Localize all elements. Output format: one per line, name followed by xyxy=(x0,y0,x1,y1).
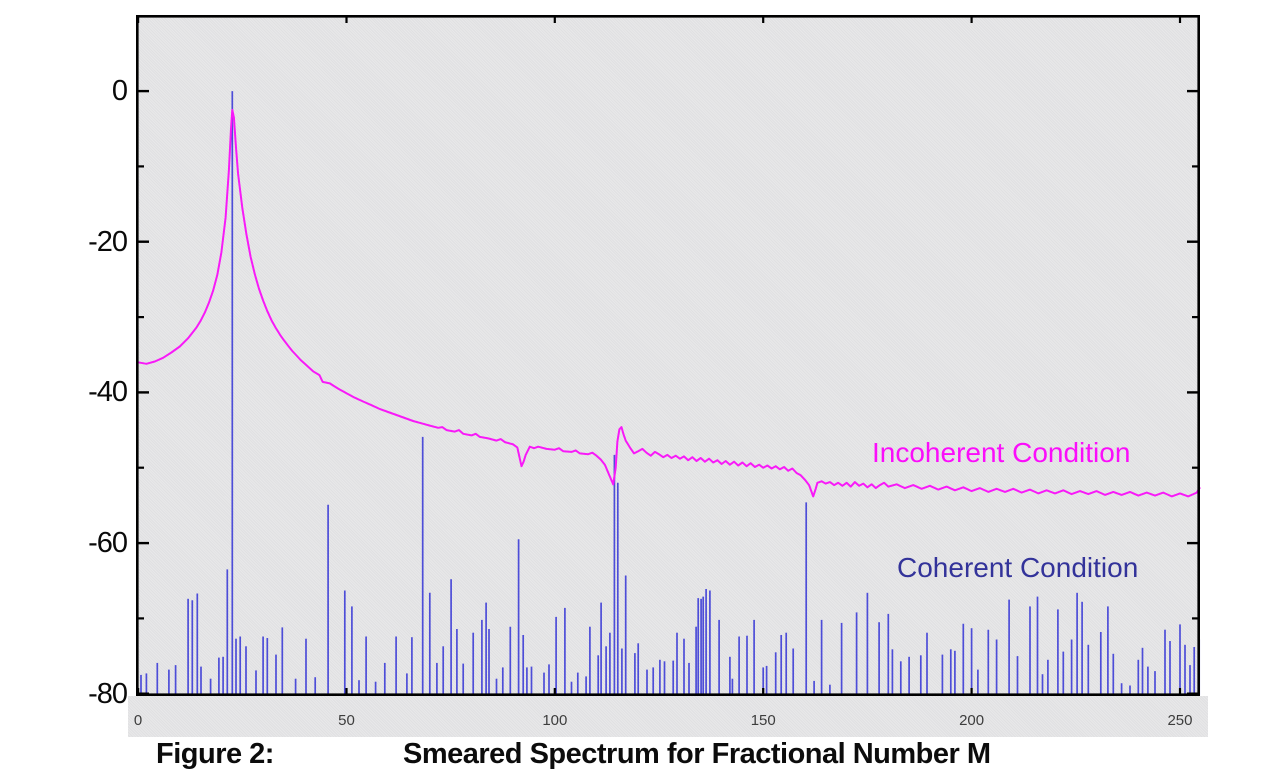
y-tick-label: 0 xyxy=(111,75,128,108)
y-tick-label: -80 xyxy=(88,677,128,710)
y-tick-label: -60 xyxy=(88,527,128,560)
legend-incoherent-label: Incoherent Condition xyxy=(872,437,1131,468)
legend-coherent-label: Coherent Condition xyxy=(897,552,1139,583)
x-tick-label: 100 xyxy=(542,712,568,729)
caption-figure-number: Figure 2: xyxy=(156,738,274,770)
figure-caption: Figure 2: Smeared Spectrum for Fractiona… xyxy=(0,738,1280,774)
x-axis-strip xyxy=(128,696,1208,737)
plot-frame xyxy=(136,14,1201,697)
x-tick-label: 200 xyxy=(959,712,985,729)
x-tick-label: 150 xyxy=(750,712,776,729)
x-tick-label: 50 xyxy=(338,712,355,729)
y-tick-label: -20 xyxy=(88,225,128,258)
incoherent-curve xyxy=(137,108,1201,498)
plot-background xyxy=(136,15,1200,696)
y-tick-label: -40 xyxy=(88,376,128,409)
x-tick-label: 250 xyxy=(1167,712,1193,729)
caption-title: Smeared Spectrum for Fractional Number M xyxy=(403,738,991,770)
x-tick-label: 0 xyxy=(133,712,143,729)
